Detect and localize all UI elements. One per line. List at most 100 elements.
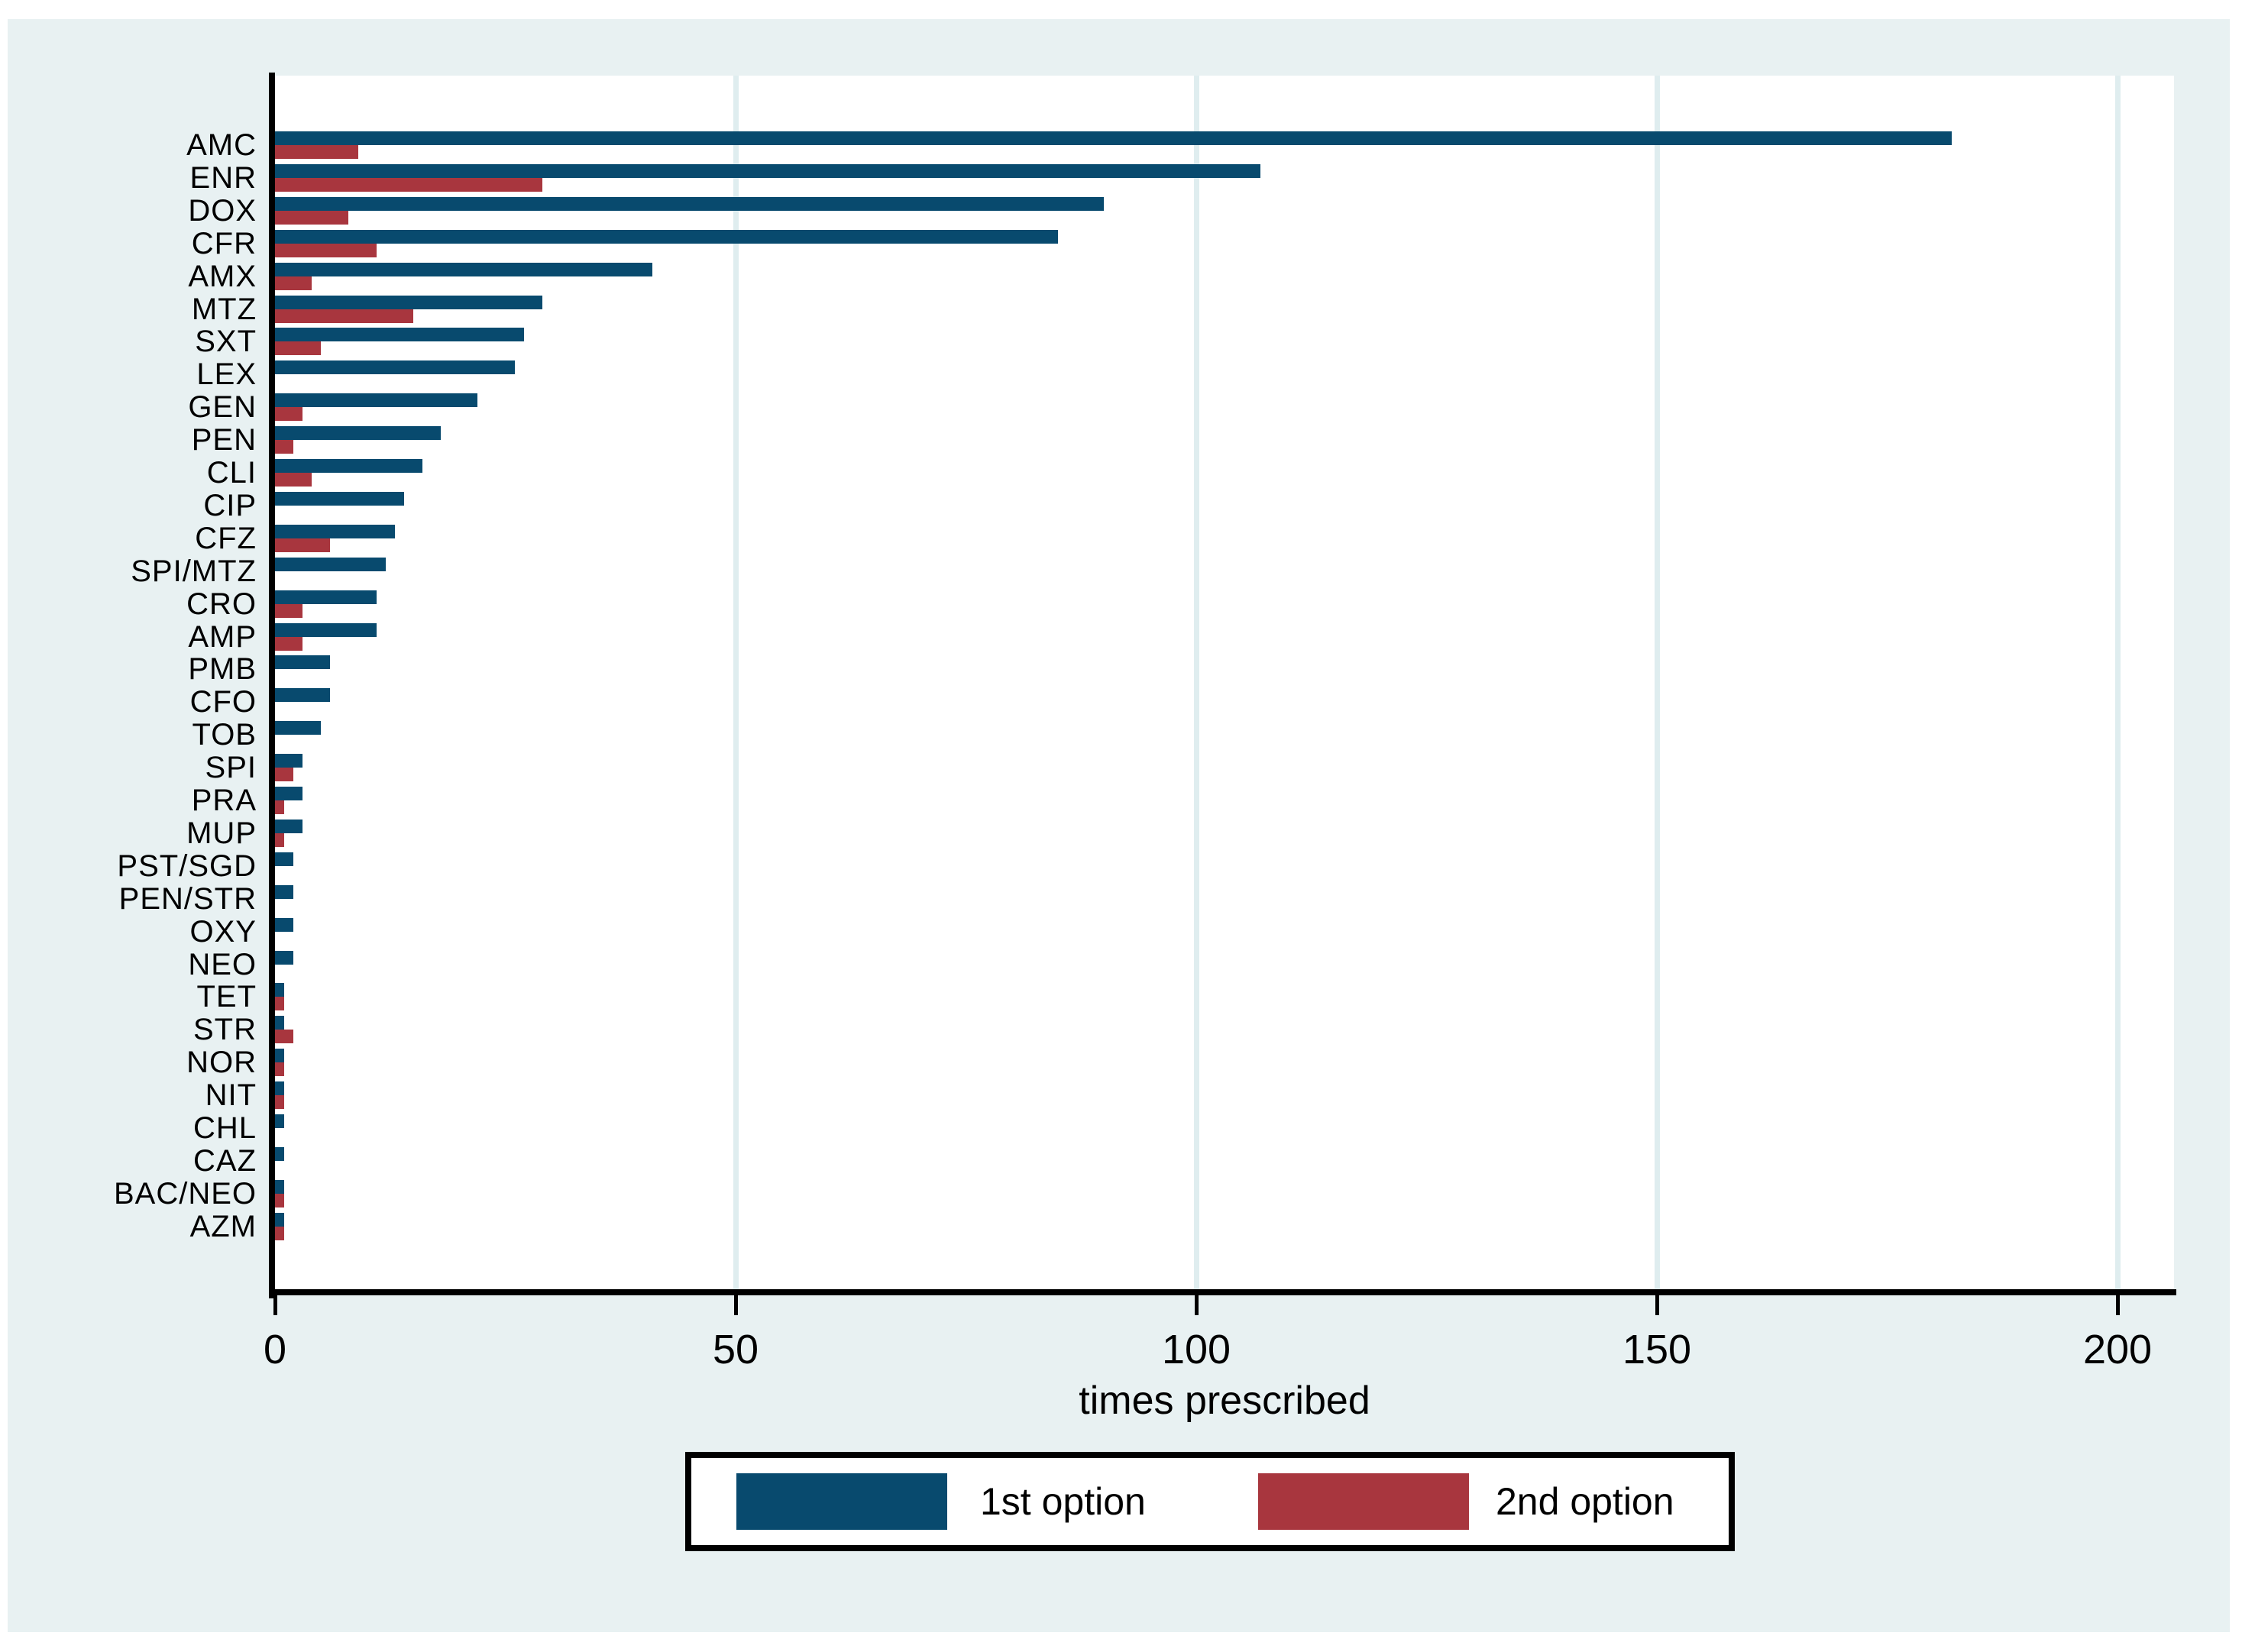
bar-1st-option	[275, 1049, 285, 1063]
bar-2nd-option	[275, 1095, 285, 1110]
bar-2nd-option	[275, 210, 349, 225]
category-label: CFO	[189, 685, 257, 719]
category-label: NIT	[205, 1078, 257, 1113]
category-label: PEN/STR	[118, 881, 257, 916]
category-label: ENR	[189, 160, 257, 195]
x-tick-label: 0	[263, 1327, 287, 1372]
legend: 1st option 2nd option	[685, 1452, 1735, 1551]
gridline	[1193, 76, 1199, 1292]
bar-1st-option	[275, 1146, 285, 1161]
bar-1st-option	[275, 426, 442, 441]
gridline	[2114, 76, 2121, 1292]
bar-1st-option	[275, 950, 294, 965]
bar-1st-option	[275, 262, 653, 276]
category-label: BAC/NEO	[113, 1176, 257, 1211]
category-label: LEX	[196, 357, 257, 392]
category-label: PRA	[191, 784, 257, 817]
category-label: TOB	[192, 718, 257, 752]
bar-1st-option	[275, 393, 478, 408]
category-label: CAZ	[193, 1143, 257, 1178]
bar-1st-option	[275, 1212, 285, 1227]
bar-2nd-option	[275, 768, 294, 782]
bar-1st-option	[275, 1081, 285, 1096]
category-label: CFZ	[195, 521, 257, 555]
category-label: CHL	[192, 1111, 257, 1145]
x-tick-label: 200	[2082, 1327, 2153, 1372]
bar-2nd-option	[275, 407, 303, 422]
bar-2nd-option	[275, 538, 331, 552]
category-label: SXT	[195, 325, 257, 359]
category-label: STR	[193, 1013, 257, 1047]
y-axis-line	[269, 73, 275, 1298]
plot-area	[275, 76, 2174, 1292]
bar-2nd-option	[275, 636, 303, 651]
bar-2nd-option	[275, 440, 294, 454]
category-label: OXY	[189, 914, 257, 949]
legend-label: 2nd option	[1496, 1480, 1674, 1523]
figure-panel: AMC ENR DOX CFR AMX MTZ SXT LEX GEN PEN CLI CIP CFZ S…	[8, 19, 2230, 1632]
bar-1st-option	[275, 491, 404, 506]
bar-1st-option	[275, 590, 377, 604]
x-tick-label: 150	[1622, 1327, 1692, 1372]
category-label: AMP	[188, 619, 257, 654]
category-label: AMC	[186, 128, 257, 162]
category-label: MTZ	[191, 292, 257, 326]
bar-2nd-option	[275, 603, 303, 618]
category-label: NOR	[186, 1046, 257, 1080]
bar-1st-option	[275, 1114, 285, 1128]
bar-1st-option	[275, 852, 294, 866]
bar-2nd-option	[275, 1193, 285, 1207]
x-tick	[733, 1295, 738, 1315]
bar-2nd-option	[275, 309, 413, 323]
bar-2nd-option	[275, 145, 358, 159]
bar-2nd-option	[275, 177, 542, 192]
category-label: NEO	[188, 947, 257, 981]
bar-1st-option	[275, 131, 1952, 145]
bar-1st-option	[275, 688, 331, 703]
category-label: DOX	[188, 193, 257, 228]
bar-2nd-option	[275, 997, 285, 1011]
bar-1st-option	[275, 1179, 285, 1194]
x-tick	[2115, 1295, 2120, 1315]
category-label: TET	[196, 980, 257, 1014]
bar-1st-option	[275, 229, 1059, 244]
x-axis-line	[269, 1289, 2176, 1295]
category-label: CFR	[191, 226, 257, 260]
x-axis-title: times prescribed	[1079, 1379, 1370, 1423]
bar-1st-option	[275, 360, 515, 375]
category-label: PMB	[188, 652, 257, 687]
category-label: PEN	[191, 423, 257, 457]
bar-1st-option	[275, 557, 386, 571]
bar-1st-option	[275, 196, 1105, 211]
x-tick-label: 100	[1161, 1327, 1231, 1372]
bar-2nd-option	[275, 1226, 285, 1240]
bar-1st-option	[275, 655, 331, 670]
category-label: GEN	[188, 390, 257, 425]
x-tick-label: 50	[712, 1327, 759, 1372]
gridline	[1654, 76, 1660, 1292]
category-label: SPI	[205, 751, 257, 785]
bar-1st-option	[275, 295, 542, 309]
x-tick	[273, 1295, 277, 1315]
bar-2nd-option	[275, 800, 285, 814]
bar-1st-option	[275, 459, 422, 473]
category-label: AZM	[189, 1209, 257, 1243]
bar-1st-option	[275, 983, 285, 997]
bar-1st-option	[275, 721, 322, 735]
category-label: MUP	[186, 816, 257, 850]
bar-1st-option	[275, 884, 294, 899]
category-label: AMX	[188, 259, 257, 293]
category-label: PST/SGD	[117, 849, 257, 883]
bar-1st-option	[275, 328, 524, 342]
bar-2nd-option	[275, 1030, 294, 1044]
gridline	[733, 76, 739, 1292]
bar-1st-option	[275, 917, 294, 932]
legend-swatch-2nd-option	[1258, 1473, 1469, 1530]
bar-1st-option	[275, 163, 1261, 178]
bar-1st-option	[275, 819, 303, 833]
bar-2nd-option	[275, 243, 377, 257]
bar-2nd-option	[275, 341, 322, 356]
x-tick	[1655, 1295, 1659, 1315]
category-label: CLI	[206, 456, 257, 490]
